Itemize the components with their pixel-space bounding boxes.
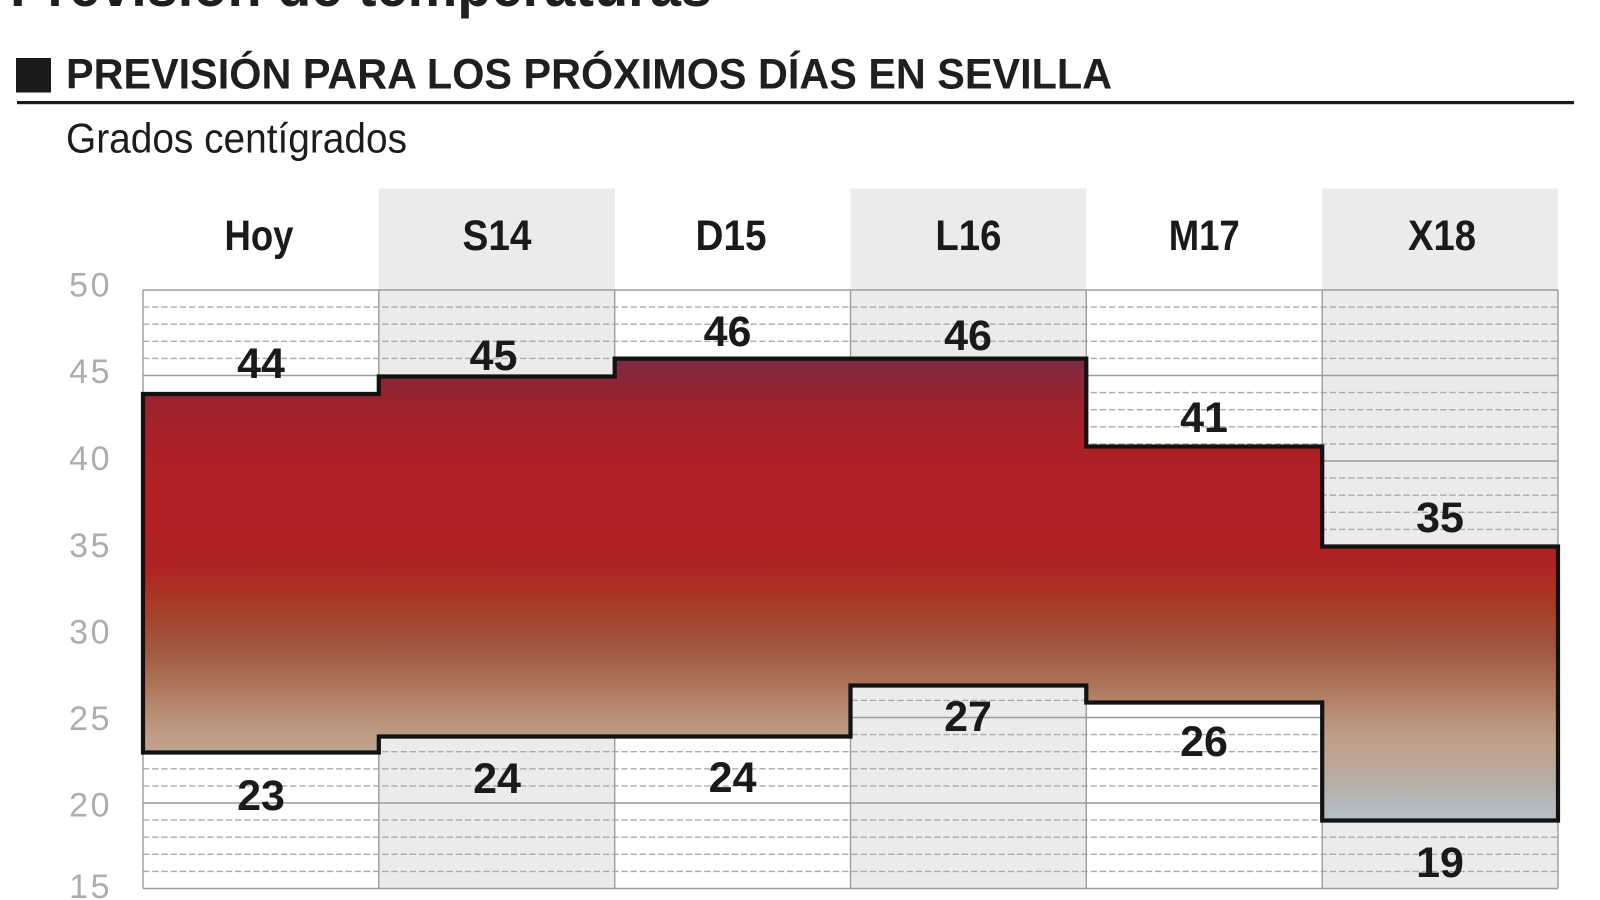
svg-text:L16: L16 bbox=[935, 212, 1001, 260]
svg-text:20: 20 bbox=[69, 787, 112, 825]
svg-text:40: 40 bbox=[69, 440, 112, 478]
svg-text:26: 26 bbox=[1180, 718, 1228, 766]
svg-text:15: 15 bbox=[69, 868, 112, 900]
svg-text:24: 24 bbox=[709, 754, 757, 802]
svg-text:25: 25 bbox=[69, 700, 112, 738]
svg-text:Hoy: Hoy bbox=[225, 212, 294, 260]
svg-text:Grados centígrados: Grados centígrados bbox=[66, 115, 407, 162]
svg-text:19: 19 bbox=[1416, 839, 1464, 887]
svg-text:46: 46 bbox=[944, 312, 992, 360]
svg-text:35: 35 bbox=[1416, 494, 1464, 542]
svg-text:24: 24 bbox=[473, 755, 521, 803]
svg-text:45: 45 bbox=[470, 332, 518, 380]
svg-text:Previsión de temperaturas: Previsión de temperaturas bbox=[10, 0, 712, 19]
svg-text:41: 41 bbox=[1180, 394, 1228, 442]
svg-text:30: 30 bbox=[69, 614, 112, 652]
svg-text:44: 44 bbox=[237, 340, 285, 388]
svg-text:PREVISIÓN PARA LOS PRÓXIMOS DÍ: PREVISIÓN PARA LOS PRÓXIMOS DÍAS EN SEVI… bbox=[66, 49, 1112, 98]
svg-text:X18: X18 bbox=[1408, 212, 1476, 260]
svg-text:D15: D15 bbox=[696, 212, 767, 260]
svg-text:23: 23 bbox=[237, 772, 285, 820]
svg-text:35: 35 bbox=[69, 527, 112, 565]
svg-text:27: 27 bbox=[944, 693, 992, 741]
svg-text:45: 45 bbox=[69, 353, 112, 391]
svg-text:50: 50 bbox=[69, 267, 112, 305]
svg-text:S14: S14 bbox=[463, 212, 532, 260]
svg-text:46: 46 bbox=[704, 308, 752, 356]
svg-text:M17: M17 bbox=[1169, 212, 1240, 260]
